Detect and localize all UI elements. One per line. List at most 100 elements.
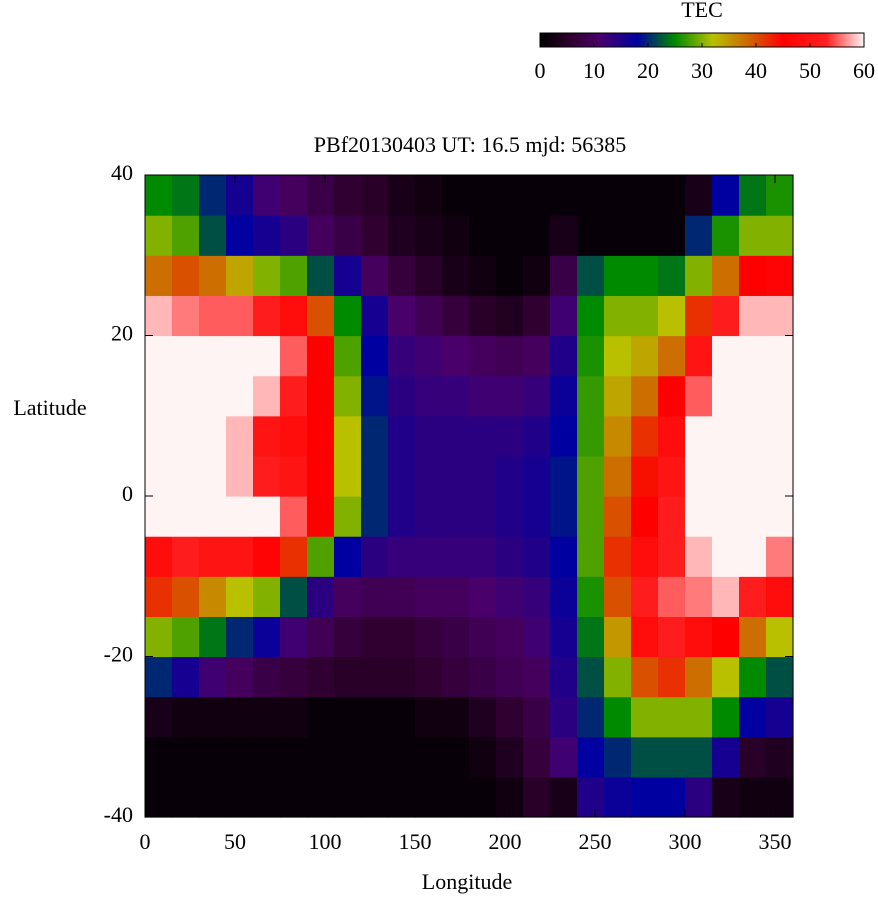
heatmap-cell — [523, 576, 551, 617]
heatmap-cell — [658, 656, 686, 698]
heatmap-cell — [415, 496, 443, 537]
heatmap-cell — [712, 656, 740, 698]
heatmap-cell — [280, 496, 308, 537]
heatmap-cell — [739, 696, 767, 738]
heatmap-cell — [469, 616, 497, 658]
heatmap-cell — [685, 576, 713, 617]
heatmap-cell — [766, 576, 794, 617]
heatmap-cell — [442, 295, 470, 337]
heatmap-cell — [469, 455, 497, 497]
heatmap-cell — [334, 295, 362, 337]
colorbar-tick-label: 10 — [583, 58, 605, 83]
heatmap-cell — [199, 656, 227, 698]
heatmap-cell — [442, 776, 470, 818]
heatmap-cell — [307, 576, 335, 617]
heatmap-cell — [739, 255, 767, 296]
heatmap-cell — [199, 736, 227, 778]
heatmap-cell — [415, 375, 443, 417]
heatmap-cell — [172, 255, 200, 296]
heatmap-cell — [496, 776, 524, 818]
heatmap-cell — [604, 255, 632, 296]
heatmap-cell — [253, 295, 281, 337]
heatmap-cell — [712, 536, 740, 577]
heatmap-cell — [739, 496, 767, 537]
heatmap-cell — [307, 335, 335, 377]
heatmap-cell — [604, 536, 632, 577]
heatmap-cell — [712, 415, 740, 457]
heatmap-cell — [307, 696, 335, 738]
heatmap-cell — [658, 496, 686, 537]
heatmap-cell — [415, 215, 443, 256]
heatmap-cell — [550, 255, 578, 296]
heatmap-cell — [145, 496, 173, 537]
y-tick-label: 20 — [111, 321, 133, 346]
heatmap-cell — [577, 215, 605, 256]
heatmap-cell — [577, 175, 605, 216]
heatmap-cell — [496, 696, 524, 738]
heatmap-cell — [253, 175, 281, 216]
heatmap-cell — [172, 335, 200, 377]
heatmap-cell — [172, 496, 200, 537]
heatmap-cell — [145, 616, 173, 658]
heatmap-cell — [442, 215, 470, 256]
heatmap-cell — [550, 295, 578, 337]
heatmap-cell — [280, 776, 308, 818]
heatmap-cell — [523, 776, 551, 818]
heatmap-cell — [226, 536, 254, 577]
heatmap-cell — [685, 496, 713, 537]
heatmap-cell — [199, 776, 227, 818]
heatmap-cell — [550, 215, 578, 256]
heatmap-cell — [766, 455, 794, 497]
heatmap-cell — [334, 375, 362, 417]
heatmap-cell — [199, 696, 227, 738]
heatmap-cell — [631, 576, 659, 617]
heatmap-cell — [145, 335, 173, 377]
heatmap-cell — [766, 776, 794, 818]
heatmap-cell — [388, 576, 416, 617]
heatmap-cell — [523, 696, 551, 738]
heatmap-cell — [550, 696, 578, 738]
heatmap-cell — [388, 335, 416, 377]
heatmap-cell — [550, 496, 578, 537]
colorbar-tick-label: 40 — [745, 58, 767, 83]
heatmap-cell — [226, 576, 254, 617]
heatmap-cell — [361, 335, 389, 377]
heatmap-cell — [388, 415, 416, 457]
heatmap-cell — [550, 455, 578, 497]
heatmap-cell — [388, 616, 416, 658]
x-tick-label: 150 — [399, 829, 432, 854]
heatmap-cell — [523, 536, 551, 577]
heatmap-cell — [172, 616, 200, 658]
heatmap-cell — [658, 255, 686, 296]
heatmap-cell — [334, 415, 362, 457]
heatmap-cell — [415, 696, 443, 738]
heatmap-cell — [361, 736, 389, 778]
heatmap-cell — [685, 696, 713, 738]
heatmap-cell — [604, 215, 632, 256]
heatmap-cell — [712, 576, 740, 617]
heatmap-cell — [253, 255, 281, 296]
heatmap-cell — [172, 415, 200, 457]
heatmap-cell — [550, 776, 578, 818]
heatmap-cell — [172, 776, 200, 818]
x-tick-label: 100 — [309, 829, 342, 854]
heatmap-cell — [253, 576, 281, 617]
heatmap-cell — [739, 576, 767, 617]
colorbar-tick-label: 20 — [637, 58, 659, 83]
heatmap-cell — [172, 536, 200, 577]
heatmap-cell — [307, 215, 335, 256]
heatmap-cell — [280, 175, 308, 216]
heatmap-cell — [334, 335, 362, 377]
heatmap-cell — [280, 295, 308, 337]
heatmap-cell — [739, 415, 767, 457]
heatmap-cell — [307, 375, 335, 417]
heatmap-cell — [145, 415, 173, 457]
heatmap-cell — [307, 415, 335, 457]
heatmap-cell — [334, 175, 362, 216]
heatmap-cell — [550, 616, 578, 658]
heatmap-cell — [226, 616, 254, 658]
heatmap-cell — [253, 536, 281, 577]
x-tick-label: 200 — [489, 829, 522, 854]
heatmap-cell — [550, 375, 578, 417]
chart-title: PBf20130403 UT: 16.5 mjd: 56385 — [314, 132, 626, 157]
